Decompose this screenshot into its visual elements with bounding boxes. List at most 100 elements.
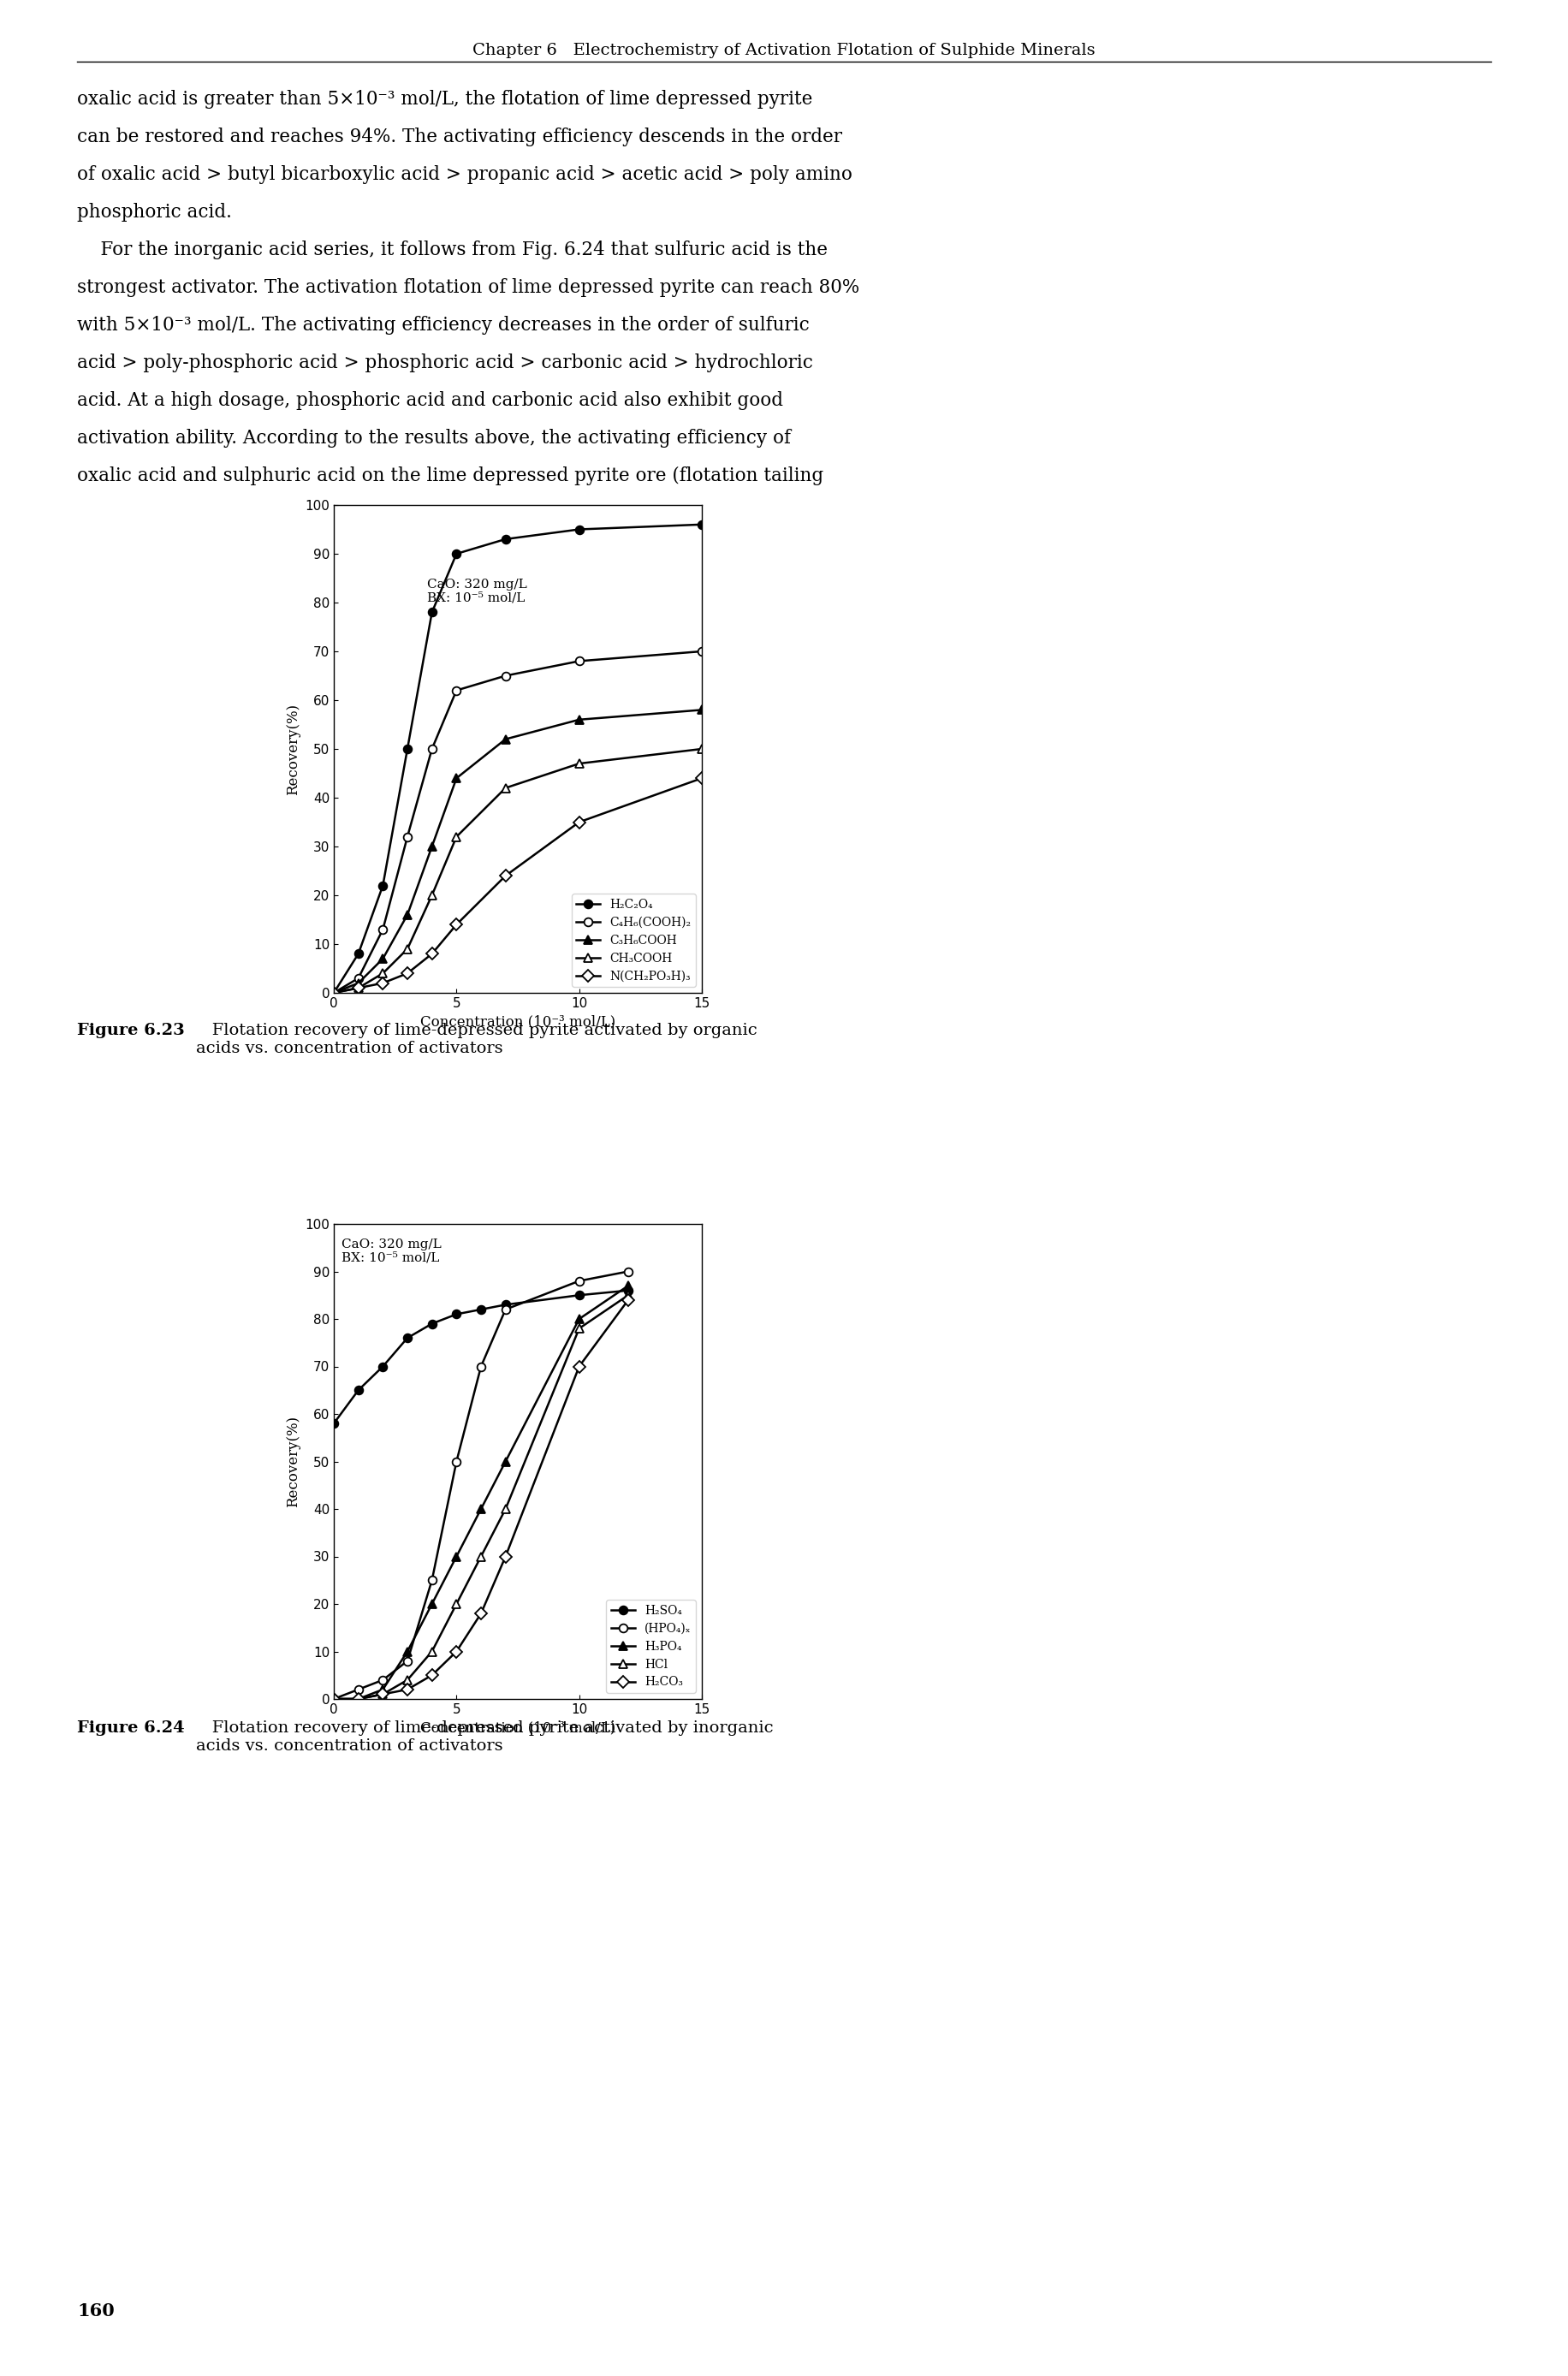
(HPO₄)ₓ [472,1352,491,1380]
H₂SO₄ [422,1309,441,1338]
C₃H₆COOH [422,832,441,860]
Line: N(CH₂PO₃H)₃: N(CH₂PO₃H)₃ [329,775,706,998]
HCl [350,1685,368,1713]
H₂CO₃ [619,1285,638,1314]
H₂SO₄ [350,1376,368,1404]
H₃PO₄ [619,1271,638,1300]
Line: C₃H₆COOH: C₃H₆COOH [329,706,706,998]
Text: activation ability. According to the results above, the activating efficiency of: activation ability. According to the res… [77,428,790,447]
(HPO₄)ₓ [373,1666,392,1694]
H₃PO₄ [325,1685,343,1713]
H₂C₂O₄ [325,979,343,1007]
C₃H₆COOH [495,725,514,753]
H₂CO₃ [447,1637,466,1666]
H₂CO₃ [422,1661,441,1689]
H₂C₂O₄ [447,539,466,568]
CH₃COOH [398,934,417,962]
H₂C₂O₄ [398,734,417,763]
HCl [495,1495,514,1523]
HCl [422,1637,441,1666]
H₂CO₃ [569,1352,588,1380]
H₂C₂O₄ [373,872,392,901]
(HPO₄)ₓ [619,1257,638,1285]
HCl [373,1680,392,1708]
H₃PO₄ [447,1542,466,1571]
C₃H₆COOH [569,706,588,734]
Text: Flotation recovery of lime-depressed pyrite activated by organic
acids vs. conce: Flotation recovery of lime-depressed pyr… [196,1022,757,1055]
H₂SO₄ [472,1295,491,1323]
Line: HCl: HCl [329,1290,632,1704]
N(CH₂PO₃H)₃ [569,808,588,836]
(HPO₄)ₓ [422,1566,441,1594]
C₄H₆(COOH)₂ [422,734,441,763]
Text: Chapter 6   Electrochemistry of Activation Flotation of Sulphide Minerals: Chapter 6 Electrochemistry of Activation… [472,43,1096,57]
N(CH₂PO₃H)₃ [350,974,368,1003]
H₃PO₄ [398,1637,417,1666]
H₂SO₄ [569,1281,588,1309]
Legend: H₂SO₄, (HPO₄)ₓ, H₃PO₄, HCl, H₂CO₃: H₂SO₄, (HPO₄)ₓ, H₃PO₄, HCl, H₂CO₃ [607,1599,696,1694]
CH₃COOH [447,822,466,851]
Text: oxalic acid and sulphuric acid on the lime depressed pyrite ore (flotation taili: oxalic acid and sulphuric acid on the li… [77,466,823,485]
H₂CO₃ [398,1675,417,1704]
(HPO₄)ₓ [398,1647,417,1675]
H₂CO₃ [325,1685,343,1713]
C₄H₆(COOH)₂ [693,637,712,665]
HCl [325,1685,343,1713]
Text: Flotation recovery of lime-depressed pyrite activated by inorganic
acids vs. con: Flotation recovery of lime-depressed pyr… [196,1720,773,1753]
Legend: H₂C₂O₄, C₄H₆(COOH)₂, C₃H₆COOH, CH₃COOH, N(CH₂PO₃H)₃: H₂C₂O₄, C₄H₆(COOH)₂, C₃H₆COOH, CH₃COOH, … [572,893,696,986]
H₂SO₄ [373,1352,392,1380]
Y-axis label: Recovery(%): Recovery(%) [285,1416,299,1506]
C₄H₆(COOH)₂ [398,822,417,851]
C₄H₆(COOH)₂ [373,915,392,943]
H₂SO₄ [447,1300,466,1328]
N(CH₂PO₃H)₃ [447,910,466,939]
Line: H₂CO₃: H₂CO₃ [329,1295,632,1704]
CH₃COOH [495,775,514,803]
CH₃COOH [569,748,588,777]
Text: 160: 160 [77,2302,114,2319]
(HPO₄)ₓ [447,1447,466,1475]
CH₃COOH [350,974,368,1003]
Text: oxalic acid is greater than 5×10⁻³ mol/L, the flotation of lime depressed pyrite: oxalic acid is greater than 5×10⁻³ mol/L… [77,90,812,109]
H₂SO₄ [398,1323,417,1352]
C₄H₆(COOH)₂ [325,979,343,1007]
H₃PO₄ [422,1590,441,1618]
Text: Figure 6.23: Figure 6.23 [77,1022,185,1038]
H₃PO₄ [569,1304,588,1333]
C₃H₆COOH [325,979,343,1007]
HCl [569,1314,588,1342]
(HPO₄)ₓ [350,1675,368,1704]
N(CH₂PO₃H)₃ [325,979,343,1007]
H₂C₂O₄ [495,525,514,554]
Line: H₂SO₄: H₂SO₄ [329,1285,632,1428]
HCl [619,1281,638,1309]
H₂SO₄ [325,1409,343,1437]
C₃H₆COOH [350,969,368,998]
CH₃COOH [422,881,441,910]
CH₃COOH [693,734,712,763]
X-axis label: Concentration (10⁻³ mol/L): Concentration (10⁻³ mol/L) [420,1720,616,1734]
H₃PO₄ [495,1447,514,1475]
C₃H₆COOH [693,696,712,725]
Line: H₂C₂O₄: H₂C₂O₄ [329,520,706,998]
Text: strongest activator. The activation flotation of lime depressed pyrite can reach: strongest activator. The activation flot… [77,278,859,297]
Text: CaO: 320 mg/L
BX: 10⁻⁵ mol/L: CaO: 320 mg/L BX: 10⁻⁵ mol/L [342,1238,441,1264]
C₃H₆COOH [373,943,392,972]
H₂CO₃ [495,1542,514,1571]
H₂C₂O₄ [350,939,368,967]
H₂C₂O₄ [569,516,588,544]
Line: CH₃COOH: CH₃COOH [329,744,706,998]
N(CH₂PO₃H)₃ [373,969,392,998]
N(CH₂PO₃H)₃ [495,862,514,891]
H₂CO₃ [373,1680,392,1708]
Line: C₄H₆(COOH)₂: C₄H₆(COOH)₂ [329,646,706,998]
N(CH₂PO₃H)₃ [693,765,712,794]
H₂SO₄ [495,1290,514,1319]
H₃PO₄ [373,1675,392,1704]
C₃H₆COOH [447,765,466,794]
Text: CaO: 320 mg/L
BX: 10⁻⁵ mol/L: CaO: 320 mg/L BX: 10⁻⁵ mol/L [426,577,527,604]
H₂C₂O₄ [693,511,712,539]
C₄H₆(COOH)₂ [495,661,514,689]
Text: can be restored and reaches 94%. The activating efficiency descends in the order: can be restored and reaches 94%. The act… [77,128,842,147]
(HPO₄)ₓ [569,1266,588,1295]
